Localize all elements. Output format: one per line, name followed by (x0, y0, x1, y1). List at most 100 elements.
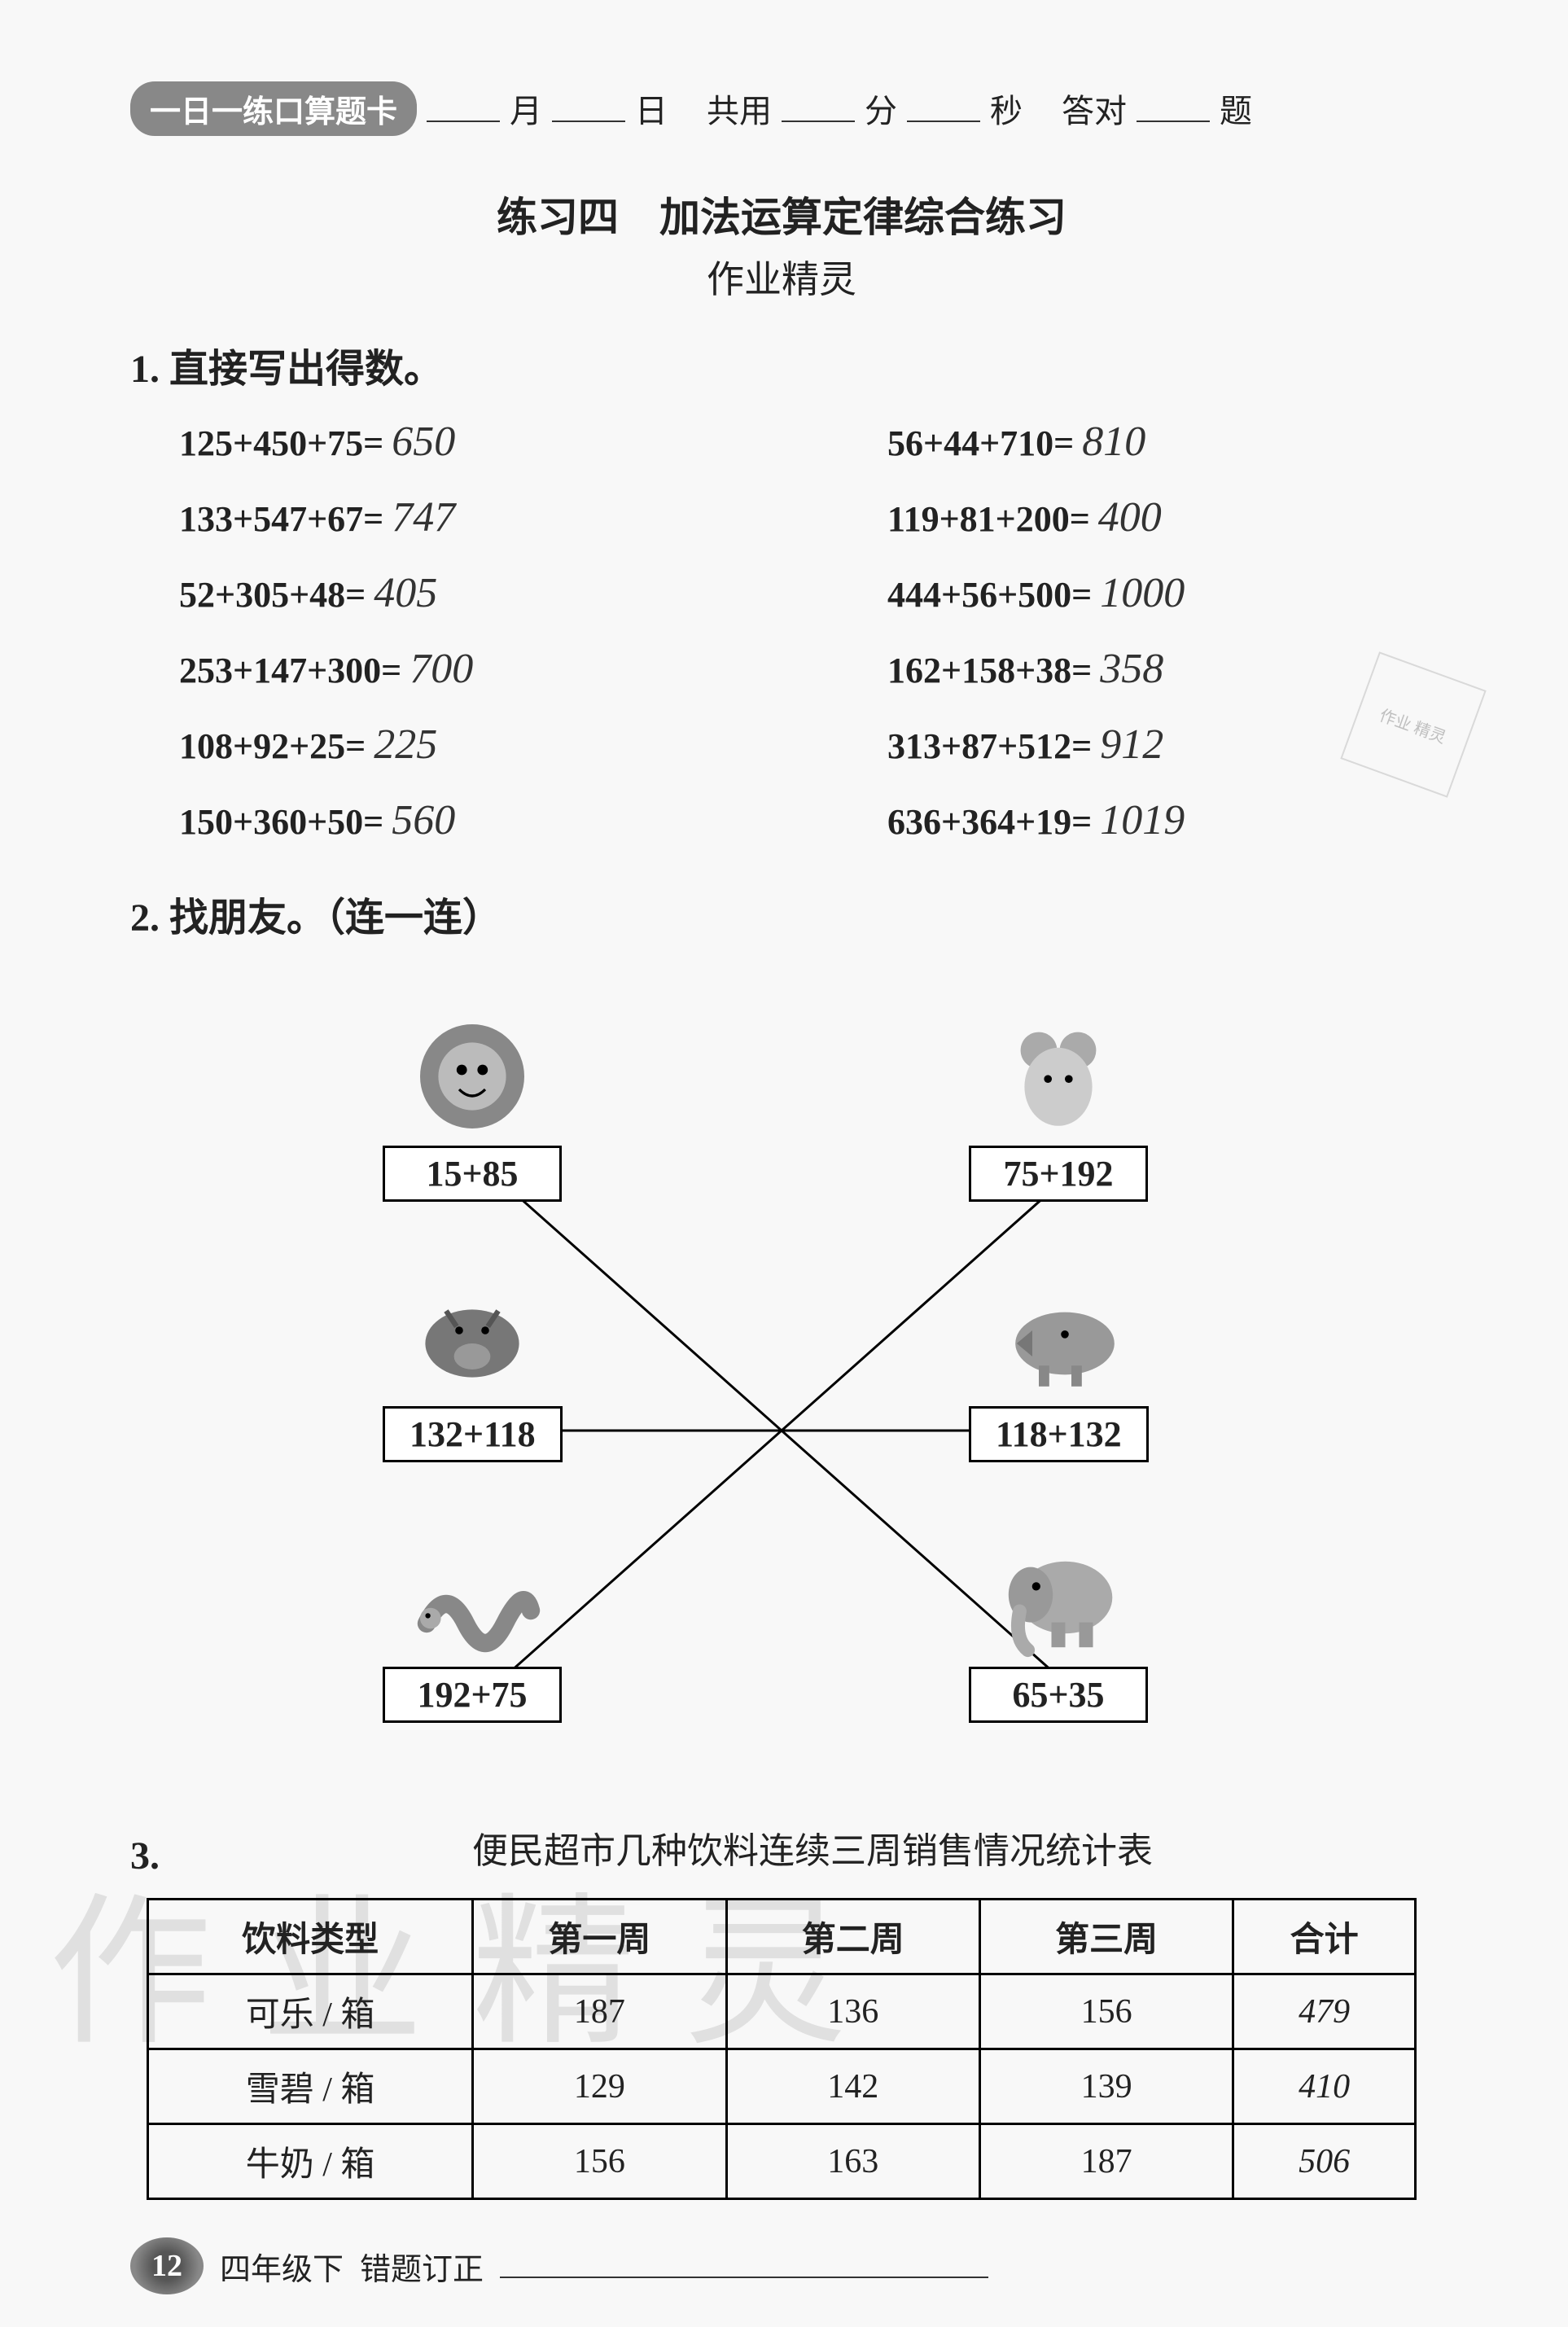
match-node-mouse: 75+192 (969, 1007, 1148, 1202)
cell: 129 (473, 2049, 726, 2124)
calc-answer: 912 (1100, 721, 1163, 769)
header-row: 一日一练口算题卡 月 日 共用 分 秒 答对 题 (130, 81, 1433, 136)
calc-expr: 444+56+500= (887, 574, 1092, 616)
q3-title: 便民超市几种饮料连续三周销售情况统计表 (192, 1821, 1433, 1873)
cell-total-handwritten: 479 (1233, 1974, 1416, 2049)
cell: 156 (979, 1974, 1233, 2049)
footer-grade: 四年级下 (220, 2244, 344, 2289)
calc-answer: 225 (374, 721, 437, 769)
match-node-lion: 15+85 (383, 1007, 562, 1202)
q2-heading: 2. 找朋友。（连一连） (130, 885, 1433, 942)
footer-blank-line[interactable] (500, 2254, 988, 2278)
cell: 142 (726, 2049, 979, 2124)
calc-answer: 400 (1098, 493, 1162, 541)
match-node-boar: 132+118 (383, 1268, 563, 1462)
match-node-elephant: 65+35 (969, 1528, 1148, 1723)
label-day: 日 (635, 85, 668, 132)
match-label: 192+75 (383, 1667, 562, 1723)
calc-answer: 1000 (1100, 569, 1185, 617)
calc-answer: 650 (392, 418, 455, 466)
calc-row: 108+92+25=225 (179, 721, 725, 769)
page-content: 一日一练口算题卡 月 日 共用 分 秒 答对 题 练习四 加法运算定律综合练习 … (130, 81, 1433, 2200)
calc-expr: 108+92+25= (179, 725, 366, 767)
cell: 136 (726, 1974, 979, 2049)
cell: 156 (473, 2124, 726, 2199)
match-label: 132+118 (383, 1406, 563, 1462)
calc-answer: 700 (410, 645, 473, 693)
mouse-icon (977, 1007, 1140, 1146)
calc-expr: 133+547+67= (179, 498, 383, 540)
calc-row: 444+56+500=1000 (887, 569, 1433, 617)
cell-total-handwritten: 506 (1233, 2124, 1416, 2199)
match-label: 75+192 (969, 1146, 1148, 1202)
q3-section: 3. 便民超市几种饮料连续三周销售情况统计表 饮料类型 第一周 第二周 第三周 … (130, 1821, 1433, 2200)
calc-expr: 162+158+38= (887, 650, 1092, 691)
table-row: 可乐 / 箱 187 136 156 479 (148, 1974, 1416, 2049)
calc-expr: 313+87+512= (887, 725, 1092, 767)
match-node-rhino: 118+132 (969, 1268, 1149, 1462)
calc-answer: 747 (392, 493, 455, 541)
blank-count[interactable] (1137, 90, 1210, 122)
label-count: 题 (1220, 85, 1252, 132)
lion-icon (391, 1007, 554, 1146)
blank-month[interactable] (427, 90, 500, 122)
label-correct: 答对 (1062, 85, 1127, 132)
header-pill: 一日一练口算题卡 (130, 81, 417, 136)
label-total: 共用 (707, 85, 772, 132)
exercise-title: 练习四 加法运算定律综合练习 (130, 185, 1433, 243)
match-node-snake: 192+75 (383, 1528, 562, 1723)
col-header: 合计 (1233, 1900, 1416, 1974)
col-header: 第一周 (473, 1900, 726, 1974)
calc-answer: 358 (1100, 645, 1163, 693)
cell: 187 (979, 2124, 1233, 2199)
matching-area: 15+85 75+192 132+118 118+132 192+75 65+35 (171, 975, 1392, 1789)
col-header: 饮料类型 (148, 1900, 473, 1974)
calc-row: 150+360+50=560 (179, 796, 725, 844)
page-number-badge: 12 (130, 2237, 204, 2294)
match-label: 118+132 (969, 1406, 1149, 1462)
boar-icon (391, 1268, 554, 1406)
cell-total-handwritten: 410 (1233, 2049, 1416, 2124)
calc-expr: 52+305+48= (179, 574, 366, 616)
table-row: 雪碧 / 箱 129 142 139 410 (148, 2049, 1416, 2124)
match-lines (171, 975, 1392, 1789)
calc-answer: 1019 (1100, 796, 1185, 844)
blank-day[interactable] (552, 90, 625, 122)
label-min: 分 (865, 85, 897, 132)
table-row: 牛奶 / 箱 156 163 187 506 (148, 2124, 1416, 2199)
sales-table: 饮料类型 第一周 第二周 第三周 合计 可乐 / 箱 187 136 156 4… (147, 1898, 1417, 2200)
row-name: 可乐 / 箱 (148, 1974, 473, 2049)
rhino-icon (977, 1268, 1140, 1406)
calc-row: 119+81+200=400 (887, 493, 1433, 541)
blank-sec[interactable] (907, 90, 980, 122)
calc-expr: 636+364+19= (887, 801, 1092, 843)
calc-expr: 119+81+200= (887, 498, 1090, 540)
col-header: 第三周 (979, 1900, 1233, 1974)
calc-answer: 560 (392, 796, 455, 844)
calc-expr: 150+360+50= (179, 801, 383, 843)
q3-number: 3. (130, 1834, 160, 1878)
calc-row: 636+364+19=1019 (887, 796, 1433, 844)
q1-grid: 125+450+75=650 133+547+67=747 52+305+48=… (130, 418, 1433, 844)
label-month: 月 (510, 85, 542, 132)
calc-expr: 56+44+710= (887, 423, 1074, 464)
snake-icon (391, 1528, 554, 1667)
calc-expr: 125+450+75= (179, 423, 383, 464)
cell: 139 (979, 2049, 1233, 2124)
elephant-icon (977, 1528, 1140, 1667)
subtitle-handwritten: 作业精灵 (130, 250, 1433, 304)
row-name: 牛奶 / 箱 (148, 2124, 473, 2199)
blank-min[interactable] (782, 90, 855, 122)
calc-row: 253+147+300=700 (179, 645, 725, 693)
calc-row: 125+450+75=650 (179, 418, 725, 466)
q1-heading: 1. 直接写出得数。 (130, 336, 1433, 393)
match-label: 15+85 (383, 1146, 562, 1202)
cell: 187 (473, 1974, 726, 2049)
calc-row: 56+44+710=810 (887, 418, 1433, 466)
table-header-row: 饮料类型 第一周 第二周 第三周 合计 (148, 1900, 1416, 1974)
match-label: 65+35 (969, 1667, 1148, 1723)
label-sec: 秒 (990, 85, 1023, 132)
calc-expr: 253+147+300= (179, 650, 401, 691)
row-name: 雪碧 / 箱 (148, 2049, 473, 2124)
calc-row: 162+158+38=358 (887, 645, 1433, 693)
